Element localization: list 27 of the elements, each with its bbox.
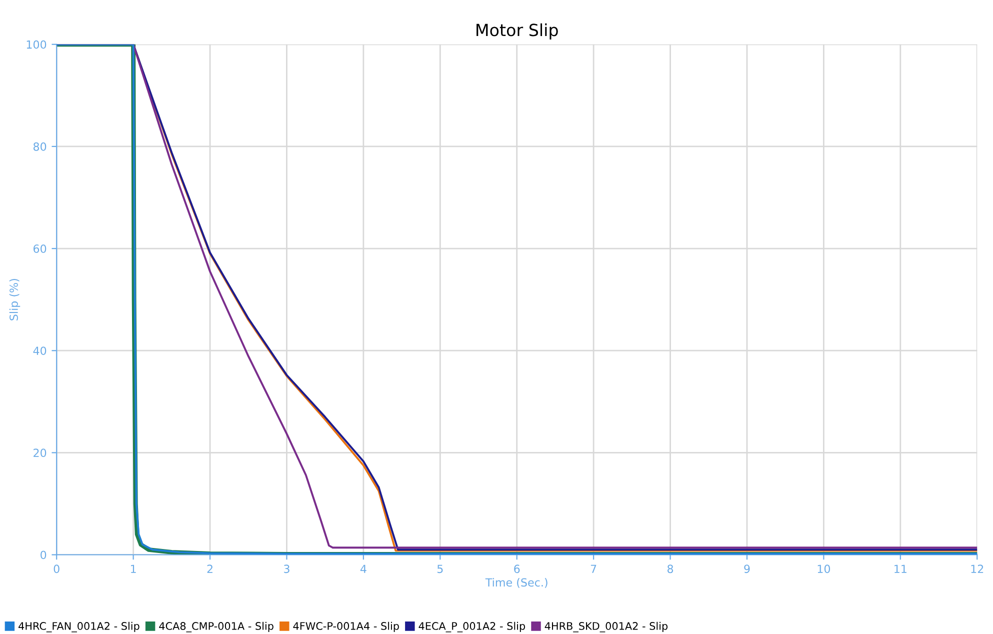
y-tick-label: 40 [33, 346, 46, 355]
x-tick-label: 8 [667, 564, 674, 574]
x-axis-title: Time (Sec.) [485, 578, 548, 588]
chart-title: Motor Slip [476, 23, 558, 40]
x-tick-label: 3 [284, 564, 290, 574]
x-tick-label: 1 [130, 564, 136, 573]
y-axis-title: Slip (%) [9, 279, 20, 320]
x-tick-label: 0 [54, 564, 60, 574]
legend-label: 4ECA_P_001A2 - Slip [418, 622, 526, 632]
x-tick-label: 5 [437, 564, 443, 574]
legend-label: 4HRB_SKD_001A2 - Slip [544, 622, 668, 632]
x-tick-label: 11 [894, 564, 906, 573]
x-tick-label: 10 [818, 564, 830, 574]
y-tick-label: 100 [26, 40, 46, 49]
x-tick-label: 12 [971, 564, 984, 573]
legend-label: 4FWC-P-001A4 - Slip [293, 622, 399, 632]
x-tick-label: 9 [744, 564, 750, 574]
y-tick-label: 80 [33, 142, 46, 151]
x-tick-label: 7 [590, 564, 596, 573]
x-tick-label: 4 [360, 564, 366, 573]
y-tick-label: 60 [34, 244, 46, 253]
legend-label: 4CA8_CMP-001A - Slip [159, 622, 274, 632]
x-tick-label: 6 [514, 564, 520, 574]
x-tick-label: 2 [207, 564, 212, 573]
legend-label: 4HRC_FAN_001A2 - Slip [18, 622, 140, 632]
y-tick-label: 0 [40, 550, 46, 560]
y-tick-label: 20 [34, 448, 46, 458]
